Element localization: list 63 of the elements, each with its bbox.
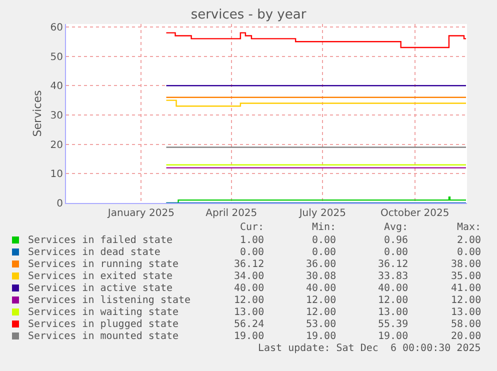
- text: 41.00: [451, 283, 482, 294]
- y-axis-title: Services: [30, 90, 44, 137]
- text: Max:: [457, 222, 482, 233]
- text: 40.00: [234, 283, 264, 294]
- x-tick-label: April 2025: [206, 208, 258, 219]
- text: 12.00: [306, 307, 336, 318]
- text: Avg:: [384, 222, 408, 233]
- text: 12.00: [378, 295, 408, 306]
- legend-label: Services in waiting state: [28, 307, 179, 318]
- legend-label: Services in running state: [28, 259, 179, 270]
- text: 0.00: [384, 247, 408, 258]
- text: 0.00: [312, 235, 336, 246]
- text: 20.00: [451, 331, 482, 342]
- text: 36.12: [378, 259, 408, 270]
- y-tick-label: 50: [50, 52, 63, 63]
- text: 0.00: [312, 247, 336, 258]
- text: Last update: Sat Dec 6 00:00:30 2025: [258, 343, 481, 354]
- y-tick-label: 40: [50, 81, 63, 92]
- text: 2.00: [457, 235, 482, 246]
- x-tick-label: July 2025: [298, 208, 346, 219]
- text: 53.00: [306, 319, 336, 330]
- text: 13.00: [451, 307, 482, 318]
- text: 33.83: [378, 271, 408, 282]
- text: 0.96: [384, 235, 408, 246]
- text: 0.00: [240, 247, 264, 258]
- text: 56.24: [234, 319, 264, 330]
- text: 12.00: [451, 295, 482, 306]
- legend-label: Services in active state: [28, 283, 172, 294]
- y-tick-label: 20: [50, 140, 63, 151]
- legend-label: Services in mounted state: [28, 331, 179, 342]
- y-tick-label: 60: [50, 22, 63, 34]
- text: 0.00: [457, 247, 482, 258]
- y-tick-label: 30: [50, 110, 63, 122]
- text: 38.00: [451, 259, 482, 270]
- chart-title: services - by year: [190, 8, 307, 23]
- text: Min:: [312, 222, 336, 233]
- x-tick-label: January 2025: [106, 208, 174, 219]
- y-tick-label: 0: [56, 198, 63, 210]
- text: 12.00: [306, 295, 336, 306]
- text: 36.12: [234, 259, 264, 270]
- text: 19.00: [306, 331, 336, 342]
- text: 19.00: [234, 331, 264, 342]
- text: Cur:: [240, 222, 264, 233]
- text: 1.00: [240, 235, 264, 246]
- text: 12.00: [234, 295, 264, 306]
- text: 58.00: [451, 319, 482, 330]
- text: 34.00: [234, 271, 264, 282]
- text: 30.08: [306, 271, 336, 282]
- text: 40.00: [378, 283, 408, 294]
- legend-label: Services in plugged state: [28, 319, 179, 330]
- text: 19.00: [378, 331, 408, 342]
- text: 35.00: [451, 271, 482, 282]
- x-tick-label: October 2025: [380, 208, 450, 219]
- text: 55.39: [378, 319, 408, 330]
- legend-label: Services in failed state: [28, 235, 172, 246]
- text: 13.00: [234, 307, 264, 318]
- text: 36.00: [306, 259, 336, 270]
- legend-label: Services in dead state: [28, 247, 160, 258]
- y-tick-label: 10: [50, 169, 63, 180]
- text: 13.00: [378, 307, 408, 318]
- legend-label: Services in exited state: [28, 271, 172, 282]
- legend-label: Services in listening state: [28, 295, 191, 306]
- text: 40.00: [306, 283, 336, 294]
